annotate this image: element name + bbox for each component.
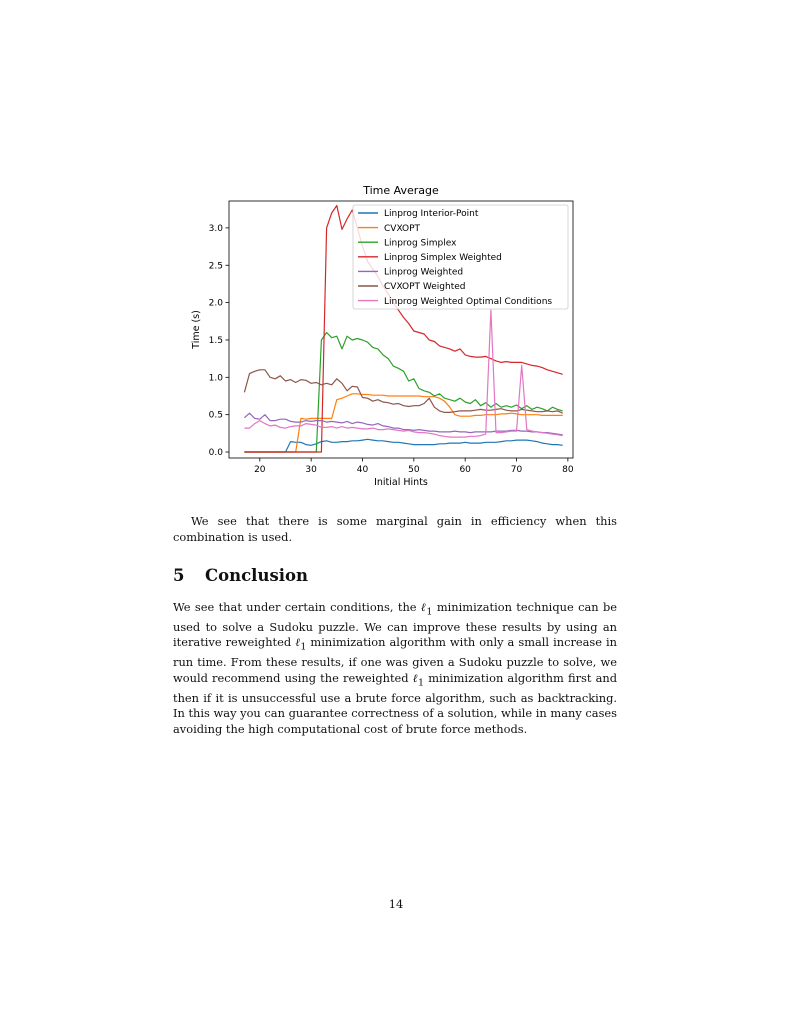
series-line-linprog-simplex (244, 331, 563, 453)
ell-symbol: ℓ (420, 600, 427, 614)
legend-entry: Linprog Weighted Optimal Conditions (384, 297, 552, 307)
y-axis-label: Time (s) (191, 310, 202, 350)
series-line-linprog-interior-point (244, 438, 563, 453)
paragraph-conclusion: We see that under certain conditions, th… (173, 600, 617, 738)
y-tick-label: 0.5 (209, 411, 223, 421)
ell-symbol: ℓ (412, 670, 418, 685)
paragraph-intro: We see that there is some marginal gain … (173, 514, 617, 544)
x-tick-label: 60 (459, 465, 471, 475)
series-line-cvxopt-weighted (243, 369, 563, 414)
time-average-chart: Time Average 20 30 40 50 60 70 80 0.0 0.5 1.0 1.5 2.… (191, 184, 574, 488)
para2-part-c: minimization algorithm with only a small… (173, 635, 618, 685)
x-tick-label: 20 (254, 465, 266, 475)
legend-entry: Linprog Simplex (384, 238, 457, 248)
series-line-linprog-weighted (244, 412, 563, 436)
x-axis-label: Initial Hints (374, 477, 428, 488)
x-tick-label: 80 (562, 465, 574, 475)
ell-subscript: 1 (300, 641, 307, 653)
time-average-figure: Time Average 20 30 40 50 60 70 80 0.0 0.5 1.0 1.5 2.… (186, 180, 586, 490)
series-line-linprog-weighted-optimal-conditions (244, 309, 563, 438)
legend-box (352, 204, 569, 310)
y-tick-label: 3.0 (209, 224, 224, 234)
chart-title: Time Average (362, 184, 439, 197)
ell-subscript: 1 (426, 606, 433, 618)
legend-entry: CVXOPT Weighted (384, 282, 466, 292)
y-tick-label: 1.5 (209, 336, 223, 346)
ell-subscript: 1 (418, 677, 425, 689)
para2-part-a: We see that under certain conditions, th… (173, 600, 421, 614)
y-tick-label: 1.0 (209, 373, 224, 383)
y-tick-label: 0.0 (209, 448, 224, 458)
legend-entry: CVXOPT (384, 224, 421, 234)
page-number: 14 (388, 897, 404, 911)
legend-entry: Linprog Weighted (384, 268, 463, 278)
y-tick-label: 2.5 (209, 261, 223, 271)
ell-symbol: ℓ (295, 635, 301, 650)
section-heading: 5 Conclusion (173, 566, 308, 585)
series-line-linprog-simplex-weighted (244, 204, 563, 453)
para2-part-d: minimization algorithm first and then if… (173, 670, 618, 736)
legend-entry: Linprog Interior-Point (384, 209, 479, 219)
para2-part-b: minimization technique can be used to so… (173, 600, 617, 650)
plot-frame (228, 200, 574, 459)
series-line-cvxopt (244, 393, 563, 453)
legend-entry: Linprog Simplex Weighted (384, 253, 502, 263)
y-tick-label: 2.0 (209, 299, 224, 309)
x-tick-label: 40 (357, 465, 369, 475)
x-tick-label: 30 (305, 465, 317, 475)
section-title: Conclusion (205, 566, 309, 585)
x-tick-label: 50 (408, 465, 420, 475)
section-number: 5 (173, 566, 185, 585)
x-tick-label: 70 (511, 465, 523, 475)
